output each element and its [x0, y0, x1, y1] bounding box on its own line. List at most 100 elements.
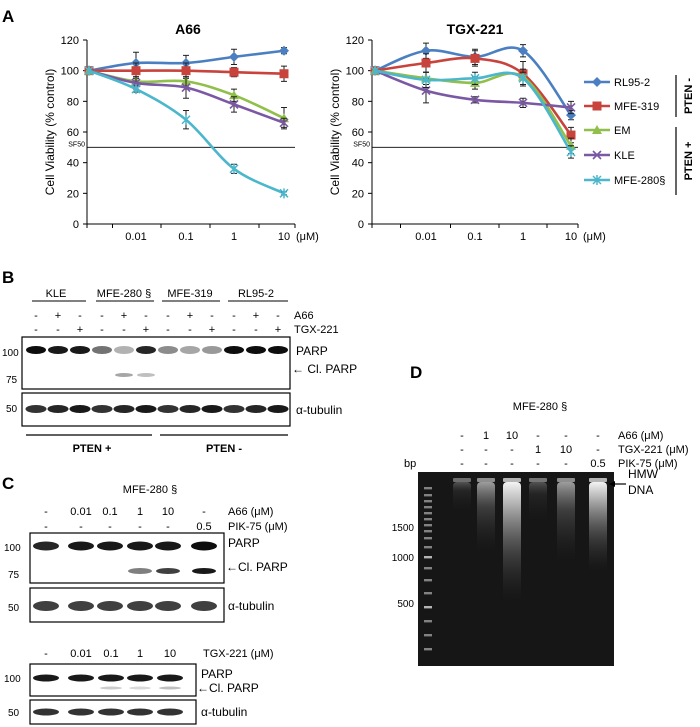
legend-marker — [592, 101, 602, 111]
tubulin-band — [69, 405, 91, 413]
treatment-value: - — [510, 444, 514, 456]
y-tick-label: 20 — [67, 188, 79, 200]
x-tick-label: 1 — [520, 231, 526, 243]
treatment-value: - — [34, 310, 38, 322]
parp-band — [97, 541, 123, 551]
gel-lane — [589, 478, 607, 572]
gel-well — [477, 478, 495, 482]
data-point — [181, 114, 191, 125]
data-point — [229, 67, 239, 77]
y-tick-label: 60 — [352, 127, 364, 139]
y-tick-label: 40 — [352, 158, 364, 170]
parp-band — [158, 346, 178, 354]
treatment-value: - — [484, 458, 488, 470]
treatment-value: - — [510, 458, 514, 470]
ladder-band — [424, 512, 432, 515]
tubulin-band — [201, 405, 223, 413]
gel-lane — [557, 478, 575, 562]
parp-band — [180, 346, 200, 354]
gel-well — [589, 478, 607, 482]
data-point — [279, 188, 289, 199]
ladder-band — [424, 524, 432, 527]
panel-label-c: C — [2, 474, 14, 493]
b-a66-row: - + - - + - - + - - + - — [34, 310, 280, 322]
series-mfe-280 — [84, 65, 289, 199]
treatment-value: + — [275, 324, 281, 336]
treatment-value: 10 — [506, 430, 518, 442]
c-tubulin2-label: α-tubulin — [201, 705, 247, 719]
treatment-value: 0.5 — [590, 458, 605, 470]
panel-label-d: D — [410, 363, 422, 382]
treatment-value: - — [138, 521, 142, 533]
ladder-band — [424, 500, 432, 503]
treatment-value: 10 — [164, 648, 176, 660]
sf50-label: SF50 — [68, 141, 85, 148]
d-gel-lanes — [453, 478, 607, 602]
b-pten-plus: PTEN + — [73, 443, 112, 455]
treatment-value: - — [484, 444, 488, 456]
treatment-value: 0.01 — [70, 506, 91, 518]
legend-pten-minus: PTEN - — [683, 78, 695, 114]
data-point — [566, 110, 576, 121]
treatment-value: - — [536, 430, 540, 442]
d-cell-line: MFE-280 § — [513, 401, 567, 413]
d-marker-1500: 1500 — [392, 523, 415, 534]
y-tick-label: 20 — [352, 188, 364, 200]
b-cell-mfe319: MFE-319 — [167, 288, 212, 300]
tubulin-band — [127, 708, 153, 716]
treatment-value: - — [108, 521, 112, 533]
x-tick-label: 0.1 — [178, 231, 193, 243]
ladder-band — [424, 592, 432, 595]
c-clparp-label: ←Cl. PARP — [226, 560, 288, 574]
d-a66-label: A66 (μM) — [618, 430, 663, 442]
treatment-value: - — [166, 310, 170, 322]
c-mw2-50: 50 — [8, 708, 20, 719]
treatment-value: - — [254, 324, 258, 336]
treatment-value: 0.5 — [196, 521, 211, 533]
tubulin-band — [127, 601, 153, 611]
legend-label: MFE-319 — [614, 101, 659, 113]
b-cell-rl952: RL95-2 — [238, 288, 274, 300]
treatment-value: + — [55, 310, 61, 322]
treatment-value: - — [460, 458, 464, 470]
b-parp-label: PARP — [296, 344, 328, 358]
treatment-value: + — [121, 310, 127, 322]
ladder-band — [424, 620, 432, 623]
d-marker-500: 500 — [397, 599, 414, 610]
legend-marker — [592, 175, 602, 185]
c-parp-blot — [29, 532, 225, 584]
ladder-band — [424, 648, 432, 651]
panel-c-western: MFE-280 § - 0.01 0.1 1 10 - - - - - - 0.5 A66 (μM)… — [4, 484, 288, 725]
treatment-value: - — [596, 444, 600, 456]
treatment-value: 0.1 — [102, 506, 117, 518]
treatment-value: - — [44, 648, 48, 660]
b-mw-75: 75 — [6, 375, 18, 386]
ladder-band — [424, 579, 432, 582]
parp-band — [127, 674, 153, 682]
ladder-band — [424, 518, 432, 521]
ladder-band — [424, 530, 432, 533]
d-hmw-arrowhead — [609, 481, 615, 487]
d-tgx-row: - - - 1 10 - — [460, 444, 600, 456]
tubulin-band — [91, 405, 113, 413]
series-mfe-280 — [370, 65, 576, 159]
gel-smear — [529, 482, 547, 522]
parp-band — [155, 541, 181, 551]
gel-well — [557, 478, 575, 482]
d-ladder — [424, 487, 432, 651]
legend-pten-plus: PTEN + — [683, 142, 695, 181]
y-tick-label: 0 — [358, 219, 364, 231]
treatment-value: + — [77, 324, 83, 336]
c-tubulin-bands — [33, 601, 217, 611]
c-a66-row: - 0.01 0.1 1 10 - — [44, 506, 206, 518]
c-parp-bands — [33, 541, 217, 574]
data-point — [279, 45, 289, 56]
chart-a66: A66 0 20 40 60 80 100 120 0.01 0.1 1 10 (μM) Cell Via… — [43, 21, 319, 243]
data-point — [229, 163, 239, 174]
cleaved-parp-band — [156, 568, 180, 574]
y-tick-label: 100 — [346, 66, 364, 78]
parp-band — [114, 346, 134, 354]
tubulin-band — [155, 601, 181, 611]
d-pik-row: - - - - - 0.5 — [460, 458, 605, 470]
data-point — [279, 118, 289, 128]
